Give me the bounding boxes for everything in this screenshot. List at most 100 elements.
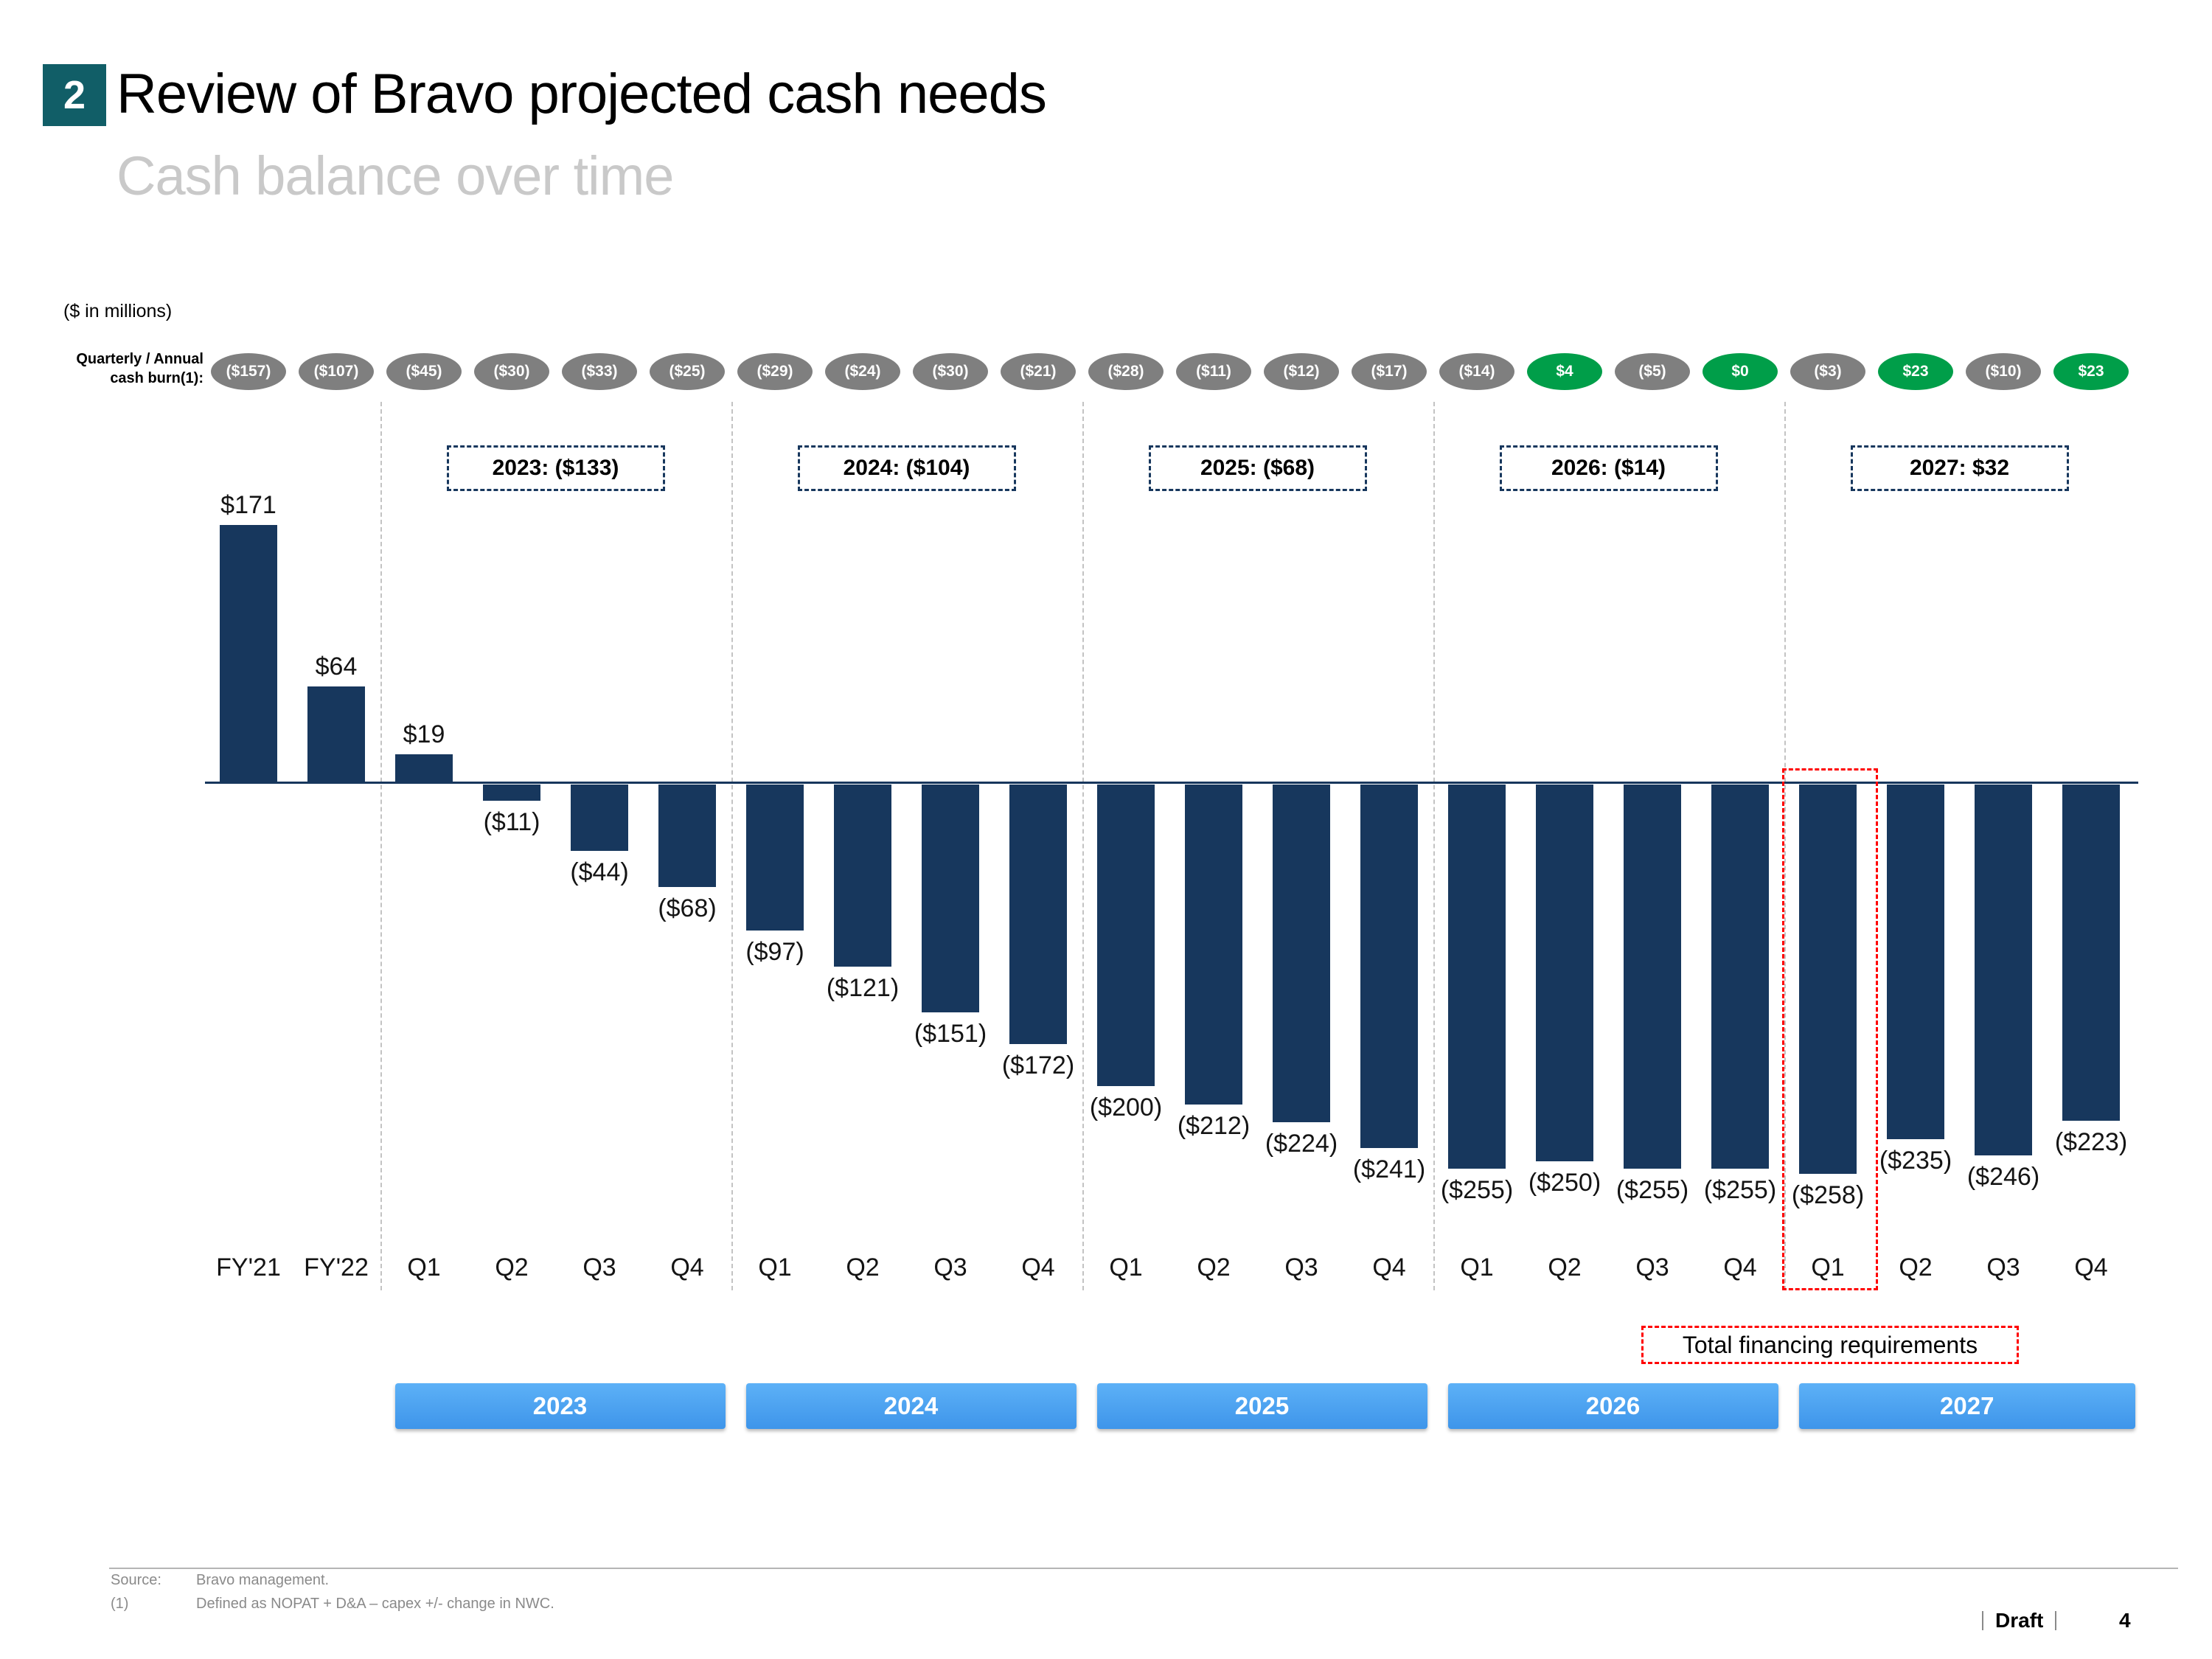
year-band: 2023 xyxy=(394,1383,726,1429)
financing-highlight-box xyxy=(1782,768,1878,1290)
chart-bar xyxy=(1360,785,1418,1148)
chart-bar xyxy=(1799,785,1857,1174)
annual-total-box: 2027: $32 xyxy=(1850,445,2069,491)
cash-burn-row-label-line2: cash burn(1): xyxy=(110,370,204,386)
cash-burn-badge: ($12) xyxy=(1264,353,1339,390)
draft-separator-left xyxy=(1982,1611,1983,1630)
chart-bar xyxy=(1273,785,1330,1122)
bar-value-label: ($172) xyxy=(1001,1051,1075,1079)
financing-note: Total financing requirements xyxy=(1641,1326,2019,1364)
chart-bar xyxy=(1975,785,2032,1155)
cash-burn-badge: $0 xyxy=(1703,353,1778,390)
annual-total-box: 2025: ($68) xyxy=(1148,445,1367,491)
footer-divider xyxy=(109,1568,2178,1569)
bar-value-label: ($258) xyxy=(1791,1181,1865,1209)
cash-burn-badge: ($3) xyxy=(1790,353,1865,390)
chart-bar xyxy=(1097,785,1155,1086)
x-axis-label: Q3 xyxy=(933,1253,967,1281)
annual-total-box: 2023: ($133) xyxy=(446,445,665,491)
cash-burn-badge: $23 xyxy=(1878,353,1953,390)
bar-value-label: ($255) xyxy=(1615,1176,1689,1204)
bar-value-label: $64 xyxy=(315,653,358,681)
draft-separator-right xyxy=(2055,1611,2057,1630)
cash-burn-badge: ($17) xyxy=(1352,353,1427,390)
chart-bar xyxy=(746,785,804,931)
chart-bar xyxy=(571,785,628,851)
year-separator xyxy=(1433,402,1435,1290)
x-axis-label: Q3 xyxy=(1284,1253,1318,1281)
x-axis-label: Q3 xyxy=(582,1253,616,1281)
x-axis-label: FY'22 xyxy=(304,1253,369,1281)
year-separator xyxy=(731,402,733,1290)
chart-bar xyxy=(1887,785,1944,1139)
x-axis-label: Q1 xyxy=(407,1253,441,1281)
chart-bar xyxy=(1185,785,1242,1105)
x-axis-label: Q3 xyxy=(1635,1253,1669,1281)
x-axis-label: Q3 xyxy=(1986,1253,2020,1281)
chart-bar xyxy=(483,785,540,801)
year-band: 2026 xyxy=(1447,1383,1778,1429)
footnote-value: Defined as NOPAT + D&A – capex +/- chang… xyxy=(196,1596,554,1612)
year-separator xyxy=(1082,402,1084,1290)
bar-value-label: $171 xyxy=(220,491,276,519)
x-axis-label: Q1 xyxy=(758,1253,792,1281)
source-label: Source: xyxy=(111,1572,161,1588)
x-axis-label: Q2 xyxy=(495,1253,529,1281)
x-axis-label: Q1 xyxy=(1811,1253,1845,1281)
cash-burn-badge: ($21) xyxy=(1001,353,1076,390)
chart-bar xyxy=(1448,785,1506,1169)
bar-value-label: ($250) xyxy=(1528,1169,1601,1197)
cash-burn-badge: ($14) xyxy=(1439,353,1514,390)
bar-value-label: ($11) xyxy=(483,808,540,836)
bar-value-label: ($235) xyxy=(1879,1147,1952,1175)
year-band: 2024 xyxy=(745,1383,1077,1429)
x-axis-label: Q2 xyxy=(1548,1253,1582,1281)
cash-burn-badge: $23 xyxy=(2053,353,2129,390)
bar-value-label: ($241) xyxy=(1352,1155,1426,1183)
cash-burn-badge: ($33) xyxy=(562,353,637,390)
slide-title: Review of Bravo projected cash needs xyxy=(116,63,1047,125)
x-axis-label: Q4 xyxy=(1372,1253,1406,1281)
cash-burn-badge: ($24) xyxy=(825,353,900,390)
cash-burn-badge: ($107) xyxy=(299,353,374,390)
chart-bar xyxy=(220,525,277,783)
year-separator xyxy=(1784,402,1786,1290)
annual-total-box: 2026: ($14) xyxy=(1499,445,1718,491)
x-axis-label: Q2 xyxy=(1197,1253,1231,1281)
x-axis-label: FY'21 xyxy=(216,1253,281,1281)
chart-bar xyxy=(1624,785,1681,1169)
cash-burn-row-label-line1: Quarterly / Annual xyxy=(76,351,204,367)
section-number-badge: 2 xyxy=(43,64,106,126)
chart-bar xyxy=(834,785,891,967)
bar-value-label: ($212) xyxy=(1177,1112,1251,1140)
x-axis-label: Q2 xyxy=(846,1253,880,1281)
bar-value-label: ($223) xyxy=(2054,1128,2128,1156)
cash-burn-row-label: Quarterly / Annual cash burn(1): xyxy=(27,349,204,388)
cash-burn-badge: ($5) xyxy=(1615,353,1690,390)
bar-value-label: ($255) xyxy=(1703,1176,1777,1204)
year-band: 2027 xyxy=(1798,1383,2135,1429)
year-separator xyxy=(380,402,382,1290)
cash-burn-badge: ($28) xyxy=(1088,353,1164,390)
x-axis-label: Q4 xyxy=(670,1253,704,1281)
chart-bar xyxy=(1009,785,1067,1044)
cash-burn-badge: ($45) xyxy=(386,353,462,390)
source-value: Bravo management. xyxy=(196,1572,330,1588)
bar-value-label: ($255) xyxy=(1440,1176,1514,1204)
chart-bar xyxy=(395,754,453,783)
bar-value-label: ($151) xyxy=(914,1020,987,1048)
x-axis-label: Q1 xyxy=(1460,1253,1494,1281)
x-axis-label: Q4 xyxy=(1723,1253,1757,1281)
bar-value-label: ($44) xyxy=(570,858,629,886)
chart-bar xyxy=(2062,785,2120,1121)
x-axis-label: Q4 xyxy=(2074,1253,2108,1281)
chart-bar xyxy=(922,785,979,1012)
cash-burn-badge: ($11) xyxy=(1176,353,1251,390)
x-axis-label: Q1 xyxy=(1109,1253,1143,1281)
cash-burn-badge: ($29) xyxy=(737,353,813,390)
chart-bar xyxy=(1536,785,1593,1161)
cash-burn-badge: ($25) xyxy=(650,353,725,390)
draft-marker: Draft xyxy=(1982,1609,2057,1632)
page-number: 4 xyxy=(2119,1609,2131,1632)
